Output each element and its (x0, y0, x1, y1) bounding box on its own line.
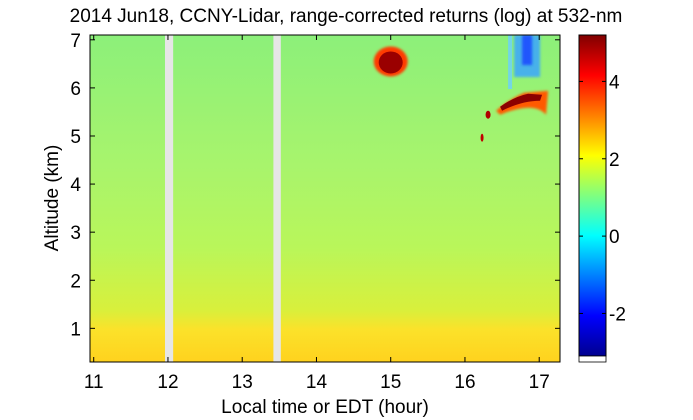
x-axis-label: Local time or EDT (hour) (221, 397, 429, 418)
colorbar: -2 0 2 4 (578, 34, 626, 363)
data-gap (164, 35, 174, 362)
plot-area (90, 35, 560, 362)
data-gaps (164, 35, 281, 362)
data-gap (273, 35, 281, 362)
colorbar-tick-label: -2 (609, 304, 626, 325)
y-tick-label: 1 (70, 319, 81, 340)
x-tick-label: 16 (454, 372, 475, 393)
x-tick-label: 12 (157, 372, 178, 393)
heatmap-features (373, 35, 549, 142)
x-tick-label: 17 (529, 372, 550, 393)
x-tick-label: 13 (232, 372, 253, 393)
colorbar-under-swatch (578, 355, 607, 363)
y-tick-label: 3 (70, 223, 81, 244)
y-tick-label: 6 (70, 79, 81, 100)
x-tick-label: 11 (84, 372, 104, 393)
y-tick-label: 2 (70, 271, 81, 292)
colorbar-ticks: -2 0 2 4 (579, 72, 626, 325)
colorbar-tick-label: 0 (609, 227, 620, 248)
cloud-2 (480, 90, 549, 142)
x-tick-label: 14 (306, 372, 328, 393)
colorbar-scale (578, 34, 607, 357)
y-tick-label: 4 (70, 175, 81, 196)
heatmap-background (90, 35, 560, 362)
x-axis: 11 12 13 14 15 16 17 (84, 35, 550, 393)
y-axis-label: Altitude (km) (42, 145, 63, 252)
chart-title: 2014 Jun18, CCNY-Lidar, range-corrected … (70, 6, 623, 27)
colorbar-tick-label: 2 (609, 150, 620, 171)
cloud-1 (373, 46, 408, 77)
y-axis: 1 2 3 4 5 6 7 (70, 31, 560, 340)
plot-frame (89, 34, 561, 363)
colorbar-tick-label: 4 (609, 72, 620, 93)
x-tick-label: 15 (380, 372, 401, 393)
y-tick-label: 5 (70, 127, 81, 148)
noise-region (508, 35, 541, 90)
y-tick-label: 7 (70, 31, 81, 52)
